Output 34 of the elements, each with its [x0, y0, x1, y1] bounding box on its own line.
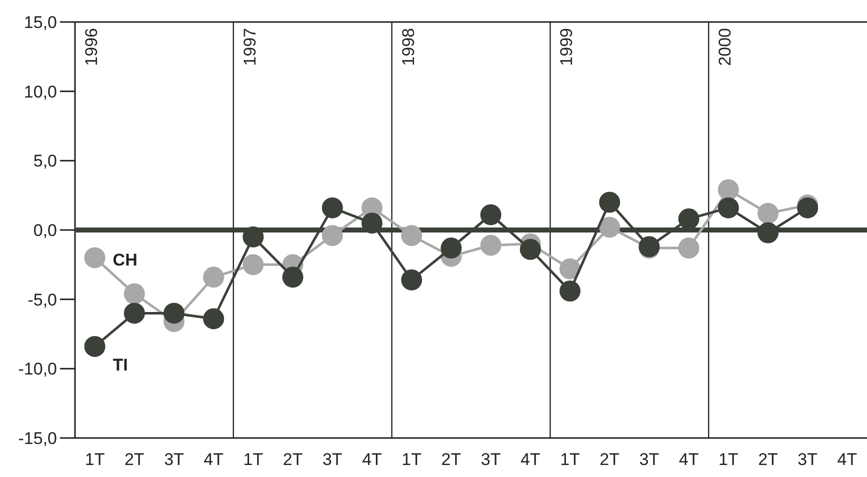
x-tick-label: 2T	[600, 450, 620, 469]
y-tick-label: 10,0	[24, 82, 57, 102]
x-tick-label: 3T	[480, 450, 501, 469]
x-tick-label: 4T	[678, 450, 699, 469]
x-tick-label: 2T	[758, 450, 778, 469]
x-tick-label: 2T	[282, 450, 303, 469]
x-tick-label: 3T	[798, 450, 818, 469]
y-tick-label: 0,0	[33, 220, 57, 240]
annotation: 1996	[82, 28, 101, 66]
y-tick-label: -10,0	[18, 360, 57, 379]
y-tick-label: -15,0	[18, 428, 57, 448]
annotation: 1999	[557, 28, 576, 66]
y-tick-label: -5,0	[28, 290, 57, 310]
x-tick-label: 1T	[243, 450, 264, 469]
x-tick-label: 3T	[639, 450, 660, 469]
series-label: TI	[112, 355, 128, 374]
x-tick-label: 4T	[204, 450, 224, 469]
x-tick-label: 4T	[837, 450, 858, 469]
x-tick-label: 3T	[322, 450, 342, 469]
x-tick-label: 1T	[560, 450, 580, 469]
x-tick-label: 3T	[164, 450, 184, 469]
y-tick-label: 15,0	[24, 12, 57, 32]
x-tick-label: 1T	[402, 450, 422, 469]
x-tick-label: 2T	[124, 450, 144, 469]
annotation: 1998	[398, 28, 418, 66]
x-tick-label: 4T	[520, 450, 540, 469]
x-tick-label: 1T	[84, 450, 105, 469]
x-tick-label: 1T	[718, 450, 738, 469]
x-tick-label: 2T	[441, 450, 462, 469]
series-label: CH	[112, 250, 138, 270]
annotation: 2000	[716, 28, 735, 66]
x-tick-label: 4T	[362, 450, 382, 469]
y-tick-label: 5,0	[33, 152, 57, 171]
annotation: 1997	[240, 28, 260, 66]
